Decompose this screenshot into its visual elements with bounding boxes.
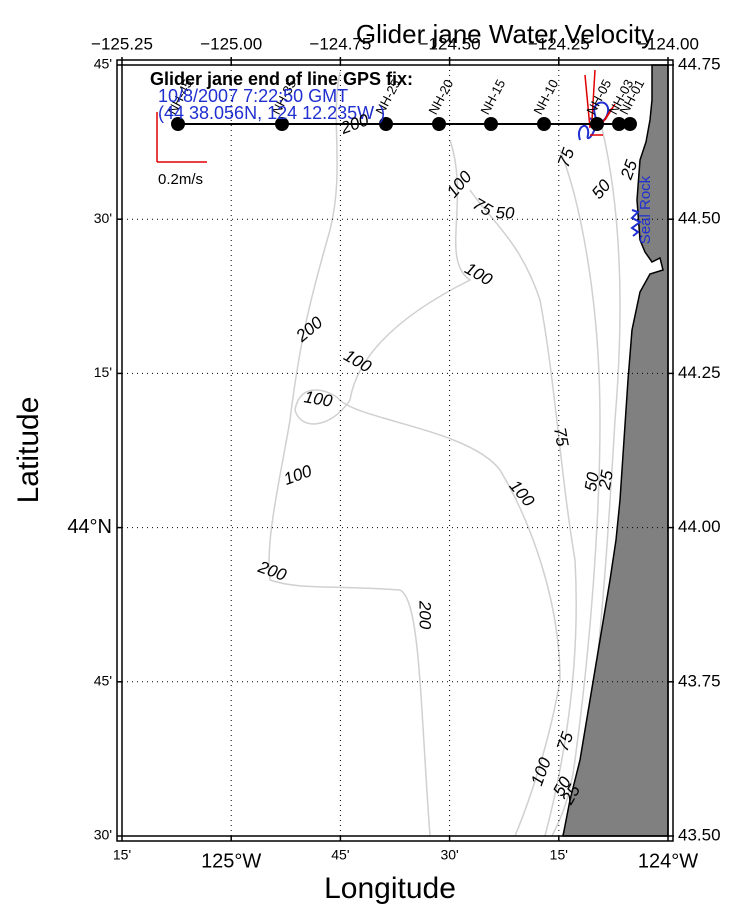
top-tick-label: −124.75 bbox=[309, 34, 371, 53]
right-tick-label: 43.75 bbox=[678, 671, 721, 690]
contour-label: 75 bbox=[470, 194, 496, 220]
contour-75 bbox=[469, 189, 577, 837]
annotation-time: 10/8/2007 7:22:50 GMT bbox=[158, 86, 348, 106]
station bbox=[171, 117, 185, 131]
contour-200 bbox=[268, 71, 431, 837]
map-frame-outer bbox=[116, 59, 674, 842]
track-seal-rock bbox=[630, 209, 642, 237]
bottom-tick-label: 125°W bbox=[201, 850, 261, 872]
station bbox=[612, 117, 626, 131]
contour-label: 75 bbox=[554, 145, 579, 170]
contour-label: 100 bbox=[461, 259, 496, 290]
scale-label: 0.2m/s bbox=[158, 171, 203, 188]
contour-label: 100 bbox=[443, 167, 476, 201]
contour-label: 100 bbox=[505, 476, 538, 510]
bottom-tick-label: 15' bbox=[113, 847, 131, 863]
coastline bbox=[562, 64, 669, 837]
bottom-tick-label: 15' bbox=[550, 847, 568, 863]
contour-label: 100 bbox=[340, 346, 375, 377]
contour-label: 100 bbox=[527, 755, 555, 789]
station bbox=[484, 117, 498, 131]
velocity-vectors bbox=[584, 69, 616, 136]
place-label: Seal Rock bbox=[637, 175, 654, 244]
contour-label: 100 bbox=[303, 387, 335, 411]
station-label: NH-15 bbox=[477, 77, 508, 117]
contour-label: 200 bbox=[292, 312, 327, 346]
y-axis-label: Latitude bbox=[12, 397, 45, 504]
station bbox=[590, 117, 604, 131]
station-label: NH-10 bbox=[530, 77, 561, 117]
right-tick-label: 43.50 bbox=[678, 825, 721, 844]
right-tick-label: 44.50 bbox=[678, 209, 721, 228]
left-tick-label: 44°N bbox=[67, 516, 112, 538]
annotation-heading: Glider jane end of line GPS fix: bbox=[150, 69, 413, 89]
left-tick-label: 15' bbox=[94, 364, 112, 380]
station bbox=[275, 117, 289, 131]
station bbox=[537, 117, 551, 131]
contour-label: 25 bbox=[595, 468, 617, 491]
x-axis-label: Longitude bbox=[324, 872, 456, 905]
station bbox=[379, 117, 393, 131]
top-tick-label: −124.50 bbox=[419, 34, 481, 53]
right-tick-label: 44.00 bbox=[678, 517, 721, 536]
top-tick-label: −125.00 bbox=[200, 34, 262, 53]
contour-50 bbox=[551, 149, 601, 837]
contour-label: 200 bbox=[416, 600, 435, 630]
station bbox=[432, 117, 446, 131]
contour-100 bbox=[294, 139, 561, 837]
contour-label: 100 bbox=[281, 461, 315, 489]
station bbox=[623, 117, 637, 131]
top-tick-label: −125.25 bbox=[91, 34, 153, 53]
top-tick-label: −124.25 bbox=[528, 34, 590, 53]
contour-label: 50 bbox=[496, 203, 515, 222]
left-tick-label: 30' bbox=[94, 827, 112, 843]
contour-label: 200 bbox=[255, 557, 290, 585]
left-tick-label: 45' bbox=[94, 56, 112, 72]
contour-label: 50 bbox=[581, 470, 603, 492]
left-tick-label: 45' bbox=[94, 673, 112, 689]
bottom-tick-label: 45' bbox=[331, 847, 349, 863]
bottom-tick-label: 30' bbox=[440, 847, 458, 863]
left-tick-label: 30' bbox=[94, 210, 112, 226]
right-tick-label: 44.25 bbox=[678, 363, 721, 382]
annotation-position: (44 38.056N, 124 12.235W ) bbox=[158, 103, 385, 123]
grid bbox=[122, 65, 668, 836]
bottom-tick-label: 124°W bbox=[638, 850, 698, 872]
station-label: NH-20 bbox=[425, 77, 456, 117]
vector bbox=[584, 69, 616, 136]
contour-label: 75 bbox=[553, 729, 578, 754]
contours bbox=[268, 71, 621, 837]
right-tick-label: 44.75 bbox=[678, 54, 721, 73]
top-tick-label: −124.00 bbox=[637, 34, 699, 53]
map-title: Glider jane Water Velocity bbox=[356, 19, 654, 49]
contour-label: 75 bbox=[550, 426, 572, 448]
scale-bar bbox=[156, 112, 207, 163]
map-frame bbox=[121, 64, 669, 837]
